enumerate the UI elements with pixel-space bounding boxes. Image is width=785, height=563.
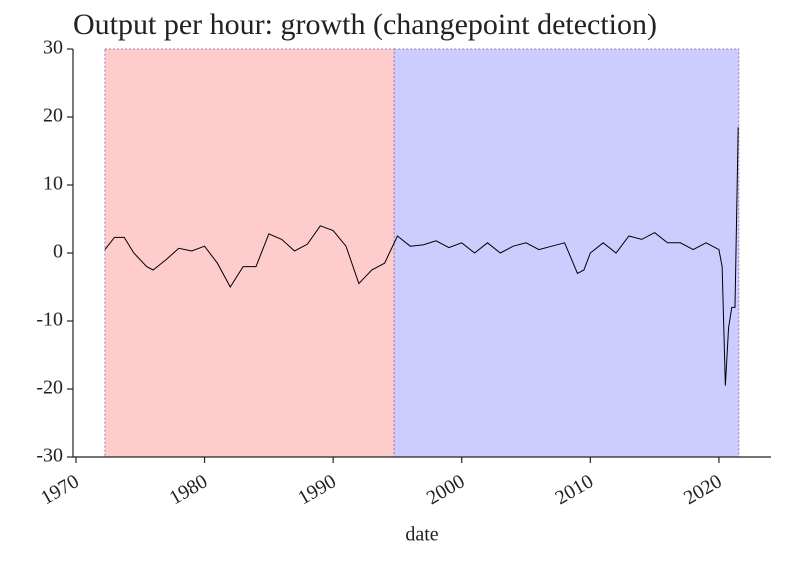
x-tick-label: 2010 (551, 470, 597, 509)
y-tick-label: -20 (36, 377, 63, 399)
changepoint-region (393, 48, 740, 458)
x-axis-label: date (405, 524, 438, 546)
data-line (104, 127, 739, 386)
x-tick-label: 2000 (423, 470, 469, 509)
changepoint-region (104, 48, 395, 458)
y-tick-label: 10 (43, 173, 63, 195)
y-tick-label: 20 (43, 105, 63, 127)
x-tick-label: 2020 (680, 470, 726, 509)
y-tick-label: -30 (36, 445, 63, 467)
y-tick-label: 30 (43, 37, 63, 59)
x-tick-label: 1970 (37, 470, 83, 509)
x-tick-label: 1990 (294, 470, 340, 509)
chart-title: Output per hour: growth (changepoint det… (73, 8, 657, 41)
y-tick-label: 0 (53, 241, 63, 263)
x-tick-label: 1980 (166, 470, 212, 509)
y-tick-label: -10 (36, 309, 63, 331)
